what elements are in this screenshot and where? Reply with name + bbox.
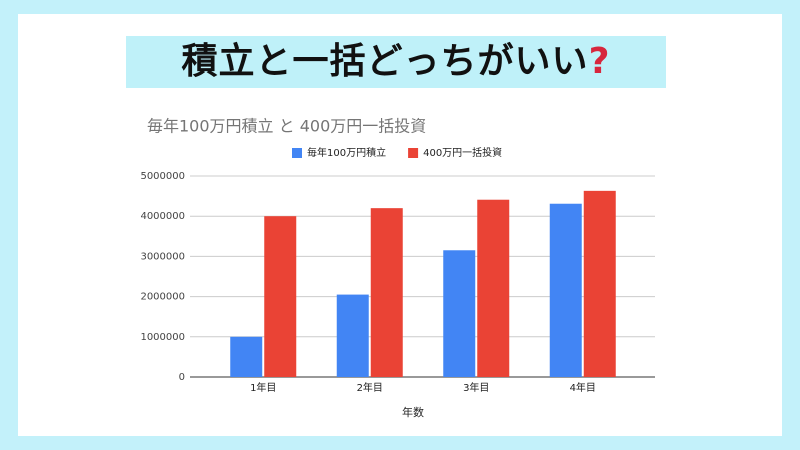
legend-label: 毎年100万円積立 bbox=[307, 146, 386, 159]
x-tick-label: 3年目 bbox=[463, 381, 489, 394]
bar bbox=[370, 208, 403, 377]
heading-mark: ? bbox=[588, 41, 611, 82]
legend-swatch bbox=[408, 148, 419, 158]
bar bbox=[583, 190, 616, 377]
y-tick-label: 0 bbox=[179, 372, 185, 383]
x-tick-label: 1年目 bbox=[250, 381, 276, 394]
y-tick-label: 3000000 bbox=[140, 251, 185, 262]
bar bbox=[264, 216, 297, 377]
y-tick-label: 2000000 bbox=[140, 292, 185, 303]
x-tick-label: 4年目 bbox=[570, 381, 596, 394]
y-tick-label: 5000000 bbox=[140, 171, 185, 182]
legend-swatch bbox=[292, 148, 302, 158]
bar bbox=[549, 203, 582, 377]
bar bbox=[336, 294, 369, 377]
bar bbox=[477, 199, 510, 377]
heading: 積立と一括どっちがいい? bbox=[126, 36, 666, 88]
legend-label: 400万円一括投資 bbox=[423, 146, 502, 159]
y-tick-label: 4000000 bbox=[140, 211, 185, 222]
x-axis-title: 年数 bbox=[402, 405, 424, 419]
y-tick-label: 1000000 bbox=[140, 332, 185, 343]
bar bbox=[230, 336, 263, 377]
x-tick-label: 2年目 bbox=[357, 381, 383, 394]
bar bbox=[443, 250, 476, 377]
chart-title: 毎年100万円積立 と 400万円一括投資 bbox=[147, 117, 426, 136]
heading-text: 積立と一括どっちがいい bbox=[181, 41, 589, 82]
